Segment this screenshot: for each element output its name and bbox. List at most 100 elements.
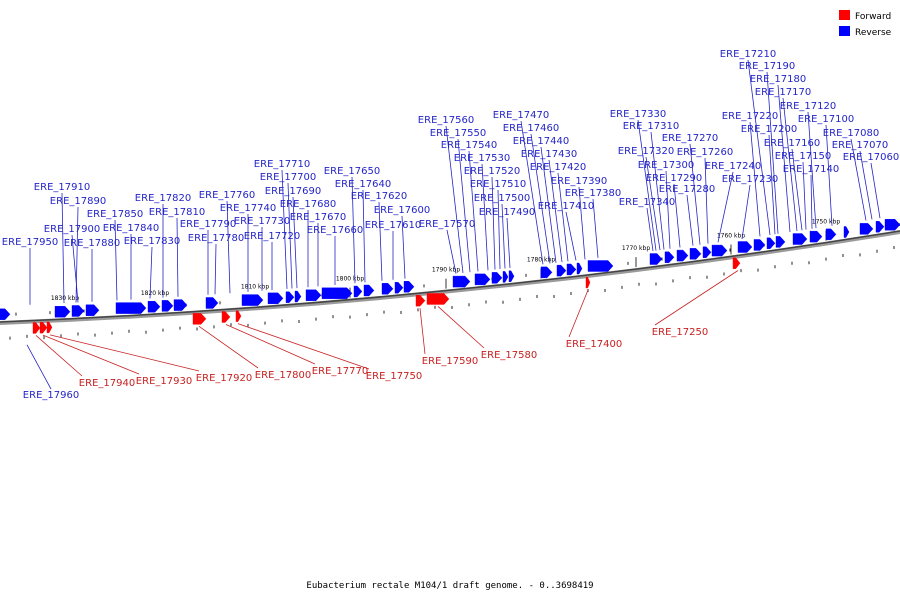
reverse-gene-arrow[interactable] [711, 244, 728, 257]
gene-label[interactable]: ERE_17470 [493, 110, 549, 121]
gene-label[interactable]: ERE_17600 [374, 205, 430, 216]
gene-label[interactable]: ERE_17060 [843, 152, 899, 163]
reverse-gene-arrow[interactable] [321, 287, 353, 300]
forward-gene-arrow[interactable] [235, 310, 242, 322]
gene-label[interactable]: ERE_17290 [646, 173, 702, 184]
gene-label[interactable]: ERE_17270 [662, 133, 718, 144]
gene-label[interactable]: ERE_17770 [312, 366, 368, 377]
reverse-gene-arrow[interactable] [0, 308, 11, 320]
reverse-gene-arrow[interactable] [394, 282, 404, 294]
gene-label[interactable]: ERE_17960 [23, 390, 79, 401]
reverse-gene-arrow[interactable] [452, 275, 471, 288]
gene-label[interactable]: ERE_17680 [280, 199, 336, 210]
gene-label[interactable]: ERE_17380 [565, 188, 621, 199]
gene-label[interactable]: ERE_17530 [454, 153, 510, 164]
reverse-gene-arrow[interactable] [766, 237, 776, 249]
gene-label[interactable]: ERE_17910 [34, 182, 90, 193]
gene-label[interactable]: ERE_17520 [464, 166, 520, 177]
reverse-gene-arrow[interactable] [294, 290, 302, 303]
reverse-gene-arrow[interactable] [649, 253, 663, 265]
gene-label[interactable]: ERE_17800 [255, 370, 311, 381]
reverse-gene-arrow[interactable] [566, 263, 577, 276]
forward-gene-arrow[interactable] [32, 322, 41, 334]
gene-label[interactable]: ERE_17620 [351, 191, 407, 202]
gene-label[interactable]: ERE_17560 [418, 115, 474, 126]
forward-gene-arrow[interactable] [426, 293, 450, 305]
reverse-gene-arrow[interactable] [363, 284, 375, 297]
reverse-gene-arrow[interactable] [71, 305, 85, 317]
gene-label[interactable]: ERE_17730 [234, 216, 290, 227]
gene-label[interactable]: ERE_17650 [324, 166, 380, 177]
gene-label[interactable]: ERE_17500 [474, 193, 530, 204]
gene-label[interactable]: ERE_17790 [180, 219, 236, 230]
reverse-gene-arrow[interactable] [875, 221, 885, 233]
reverse-gene-arrow[interactable] [753, 239, 766, 251]
reverse-gene-arrow[interactable] [502, 271, 509, 283]
reverse-gene-arrow[interactable] [702, 246, 712, 258]
gene-label[interactable]: ERE_17200 [741, 124, 797, 135]
reverse-gene-arrow[interactable] [173, 299, 188, 311]
gene-label[interactable]: ERE_17430 [521, 149, 577, 160]
gene-label[interactable]: ERE_17760 [199, 190, 255, 201]
gene-label[interactable]: ERE_17780 [188, 233, 244, 244]
gene-label[interactable]: ERE_17820 [135, 193, 191, 204]
gene-label[interactable]: ERE_17140 [783, 164, 839, 175]
reverse-gene-arrow[interactable] [353, 285, 363, 298]
reverse-gene-arrow[interactable] [403, 281, 415, 293]
gene-label[interactable]: ERE_17810 [149, 207, 205, 218]
reverse-gene-arrow[interactable] [305, 289, 322, 301]
reverse-gene-arrow[interactable] [267, 292, 284, 305]
gene-label[interactable]: ERE_17100 [798, 114, 854, 125]
reverse-gene-arrow[interactable] [689, 248, 702, 260]
forward-gene-arrow[interactable] [732, 257, 741, 269]
gene-label[interactable]: ERE_17640 [335, 179, 391, 190]
reverse-gene-arrow[interactable] [205, 297, 219, 309]
gene-label[interactable]: ERE_17660 [307, 225, 363, 236]
reverse-gene-arrow[interactable] [85, 304, 100, 316]
gene-label[interactable]: ERE_17170 [755, 87, 811, 98]
gene-label[interactable]: ERE_17190 [739, 61, 795, 72]
gene-label[interactable]: ERE_17080 [823, 128, 879, 139]
gene-label[interactable]: ERE_17240 [705, 161, 761, 172]
gene-label[interactable]: ERE_17340 [619, 197, 675, 208]
gene-label[interactable]: ERE_17850 [87, 209, 143, 220]
reverse-gene-arrow[interactable] [843, 226, 850, 238]
reverse-gene-arrow[interactable] [241, 294, 264, 306]
reverse-gene-arrow[interactable] [285, 291, 295, 303]
gene-label[interactable]: ERE_17940 [79, 378, 135, 389]
gene-label[interactable]: ERE_17700 [260, 172, 316, 183]
gene-label[interactable]: ERE_17400 [566, 339, 622, 350]
gene-label[interactable]: ERE_17250 [652, 327, 708, 338]
forward-gene-arrow[interactable] [39, 321, 48, 334]
gene-label[interactable]: ERE_17590 [422, 356, 478, 367]
gene-label[interactable]: ERE_17950 [2, 237, 58, 248]
gene-label[interactable]: ERE_17230 [722, 174, 778, 185]
reverse-gene-arrow[interactable] [884, 219, 900, 231]
gene-label[interactable]: ERE_17070 [832, 140, 888, 151]
reverse-gene-arrow[interactable] [381, 283, 394, 295]
gene-label[interactable]: ERE_17930 [136, 376, 192, 387]
gene-label[interactable]: ERE_17220 [722, 111, 778, 122]
gene-label[interactable]: ERE_17550 [430, 128, 486, 139]
gene-label[interactable]: ERE_17890 [50, 196, 106, 207]
reverse-gene-arrow[interactable] [809, 230, 823, 243]
reverse-gene-arrow[interactable] [792, 233, 808, 245]
gene-label[interactable]: ERE_17580 [481, 350, 537, 361]
reverse-gene-arrow[interactable] [859, 223, 874, 235]
reverse-gene-arrow[interactable] [491, 272, 503, 284]
reverse-gene-arrow[interactable] [664, 251, 675, 263]
gene-label[interactable]: ERE_17160 [764, 138, 820, 149]
gene-label[interactable]: ERE_17210 [720, 49, 776, 60]
forward-gene-arrow[interactable] [192, 313, 207, 325]
gene-label[interactable]: ERE_17440 [513, 136, 569, 147]
gene-label[interactable]: ERE_17610 [365, 220, 421, 231]
gene-label[interactable]: ERE_17900 [44, 224, 100, 235]
gene-label[interactable]: ERE_17320 [618, 146, 674, 157]
reverse-gene-arrow[interactable] [147, 301, 161, 313]
gene-label[interactable]: ERE_17880 [64, 238, 120, 249]
gene-label[interactable]: ERE_17690 [265, 186, 321, 197]
reverse-gene-arrow[interactable] [54, 306, 71, 318]
reverse-gene-arrow[interactable] [115, 302, 147, 314]
gene-label[interactable]: ERE_17310 [623, 121, 679, 132]
reverse-gene-arrow[interactable] [825, 228, 837, 241]
